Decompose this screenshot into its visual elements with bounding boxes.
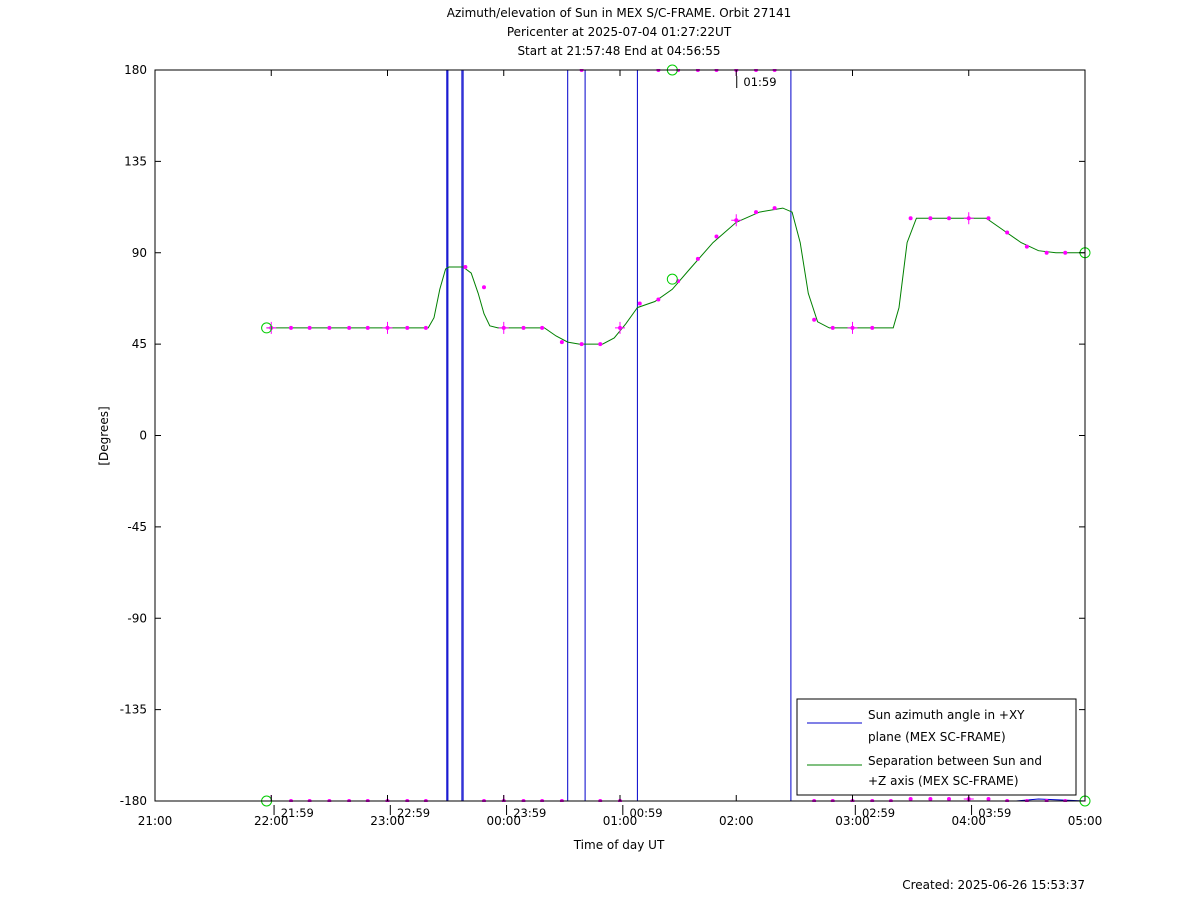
hour-cross-5 bbox=[847, 321, 858, 334]
annotation-label-3: 00:59 bbox=[626, 806, 663, 820]
legend-label-azimuth-line2: plane (MEX SC-FRAME) bbox=[868, 730, 1006, 744]
x-tick-label-0: 21:00 bbox=[138, 814, 173, 828]
annotation-label-2: 23:59 bbox=[510, 806, 547, 820]
data-point-9 bbox=[463, 264, 468, 269]
data-point-16 bbox=[598, 342, 603, 347]
data-point-69 bbox=[946, 796, 951, 801]
data-point-2 bbox=[307, 325, 312, 330]
plot-frame bbox=[154, 69, 1086, 802]
data-point-25 bbox=[772, 206, 777, 211]
annotation-label-5: 02:59 bbox=[858, 806, 895, 820]
hour-cross-3 bbox=[615, 321, 625, 334]
y-tick-label-7: -135 bbox=[120, 703, 147, 717]
data-point-21 bbox=[695, 256, 700, 261]
data-point-8 bbox=[423, 325, 428, 330]
x-tick-label-7: 04:00 bbox=[951, 814, 986, 828]
y-tick-label-5: -45 bbox=[127, 520, 147, 534]
hour-cross-6 bbox=[963, 212, 974, 225]
data-point-1 bbox=[289, 325, 294, 330]
hour-cross-2 bbox=[498, 321, 509, 334]
y-tick-label-0: 180 bbox=[124, 63, 147, 77]
axes: 21:00 22:00 23:00 00:00 01:00 02:00 03:00 04:00… bbox=[120, 63, 1103, 828]
chart-subtitle-pericenter: Pericenter at 2025-07-04 01:27:22UT bbox=[507, 25, 732, 39]
plot-area bbox=[261, 64, 1091, 807]
data-point-67 bbox=[908, 796, 913, 801]
x-axis-label: Time of day UT bbox=[573, 838, 665, 852]
data-point-35 bbox=[1005, 230, 1010, 235]
y-tick-label-8: -180 bbox=[120, 794, 147, 808]
legend: Sun azimuth angle in +XY plane (MEX SC-F… bbox=[796, 698, 1077, 796]
legend-label-azimuth-line1: Sun azimuth angle in +XY bbox=[868, 708, 1025, 722]
x-tick-label-5: 02:00 bbox=[719, 814, 754, 828]
legend-label-separation-line1: Separation between Sun and bbox=[868, 754, 1042, 768]
hour-cross-4 bbox=[731, 214, 742, 227]
data-point-27 bbox=[830, 325, 835, 330]
legend-box bbox=[796, 698, 1077, 796]
data-point-24 bbox=[754, 210, 759, 215]
data-point-10 bbox=[481, 285, 486, 290]
data-point-4 bbox=[347, 325, 352, 330]
data-point-3 bbox=[327, 325, 332, 330]
plot-inner bbox=[266, 69, 1085, 802]
chart-title: Azimuth/elevation of Sun in MEX S/C-FRAM… bbox=[447, 6, 792, 20]
annotation-label-1: 22:59 bbox=[393, 806, 430, 820]
x-tick-label-8: 05:00 bbox=[1068, 814, 1103, 828]
data-point-29 bbox=[870, 325, 875, 330]
data-point-68 bbox=[928, 796, 933, 801]
data-point-12 bbox=[521, 325, 526, 330]
series-line-1 bbox=[266, 207, 1085, 345]
x-tick-label-3: 00:00 bbox=[486, 814, 521, 828]
data-point-18 bbox=[637, 301, 642, 306]
data-point-19 bbox=[656, 297, 661, 302]
chart-subtitle-start-end: Start at 21:57:48 End at 04:56:55 bbox=[517, 44, 720, 58]
data-point-7 bbox=[405, 325, 410, 330]
data-point-32 bbox=[946, 216, 951, 221]
hour-cross-1 bbox=[382, 321, 393, 334]
annotation-label-0: 21:59 bbox=[277, 806, 314, 820]
circle-marker-0 bbox=[261, 322, 273, 334]
data-point-38 bbox=[1063, 250, 1068, 255]
y-tick-label-2: 90 bbox=[132, 246, 147, 260]
legend-label-separation-line2: +Z axis (MEX SC-FRAME) bbox=[868, 774, 1019, 788]
x-tick-label-4: 01:00 bbox=[603, 814, 638, 828]
y-tick-label-6: -90 bbox=[127, 611, 147, 625]
circle-marker-3 bbox=[666, 273, 678, 285]
annotation-label-4: 01:59 bbox=[740, 75, 777, 89]
data-point-37 bbox=[1044, 250, 1049, 255]
data-point-30 bbox=[908, 216, 913, 221]
y-tick-label-1: 135 bbox=[124, 154, 147, 168]
data-point-13 bbox=[540, 325, 545, 330]
y-tick-label-3: 45 bbox=[132, 337, 147, 351]
created-timestamp: Created: 2025-06-26 15:53:37 bbox=[902, 878, 1085, 892]
data-point-15 bbox=[579, 342, 584, 347]
data-point-5 bbox=[365, 325, 370, 330]
y-axis-label: [Degrees] bbox=[97, 406, 111, 465]
data-point-31 bbox=[928, 216, 933, 221]
annotation-label-6: 03:59 bbox=[975, 806, 1012, 820]
x-tick-label-6: 03:00 bbox=[835, 814, 870, 828]
x-tick-label-2: 23:00 bbox=[370, 814, 405, 828]
series-line-0 bbox=[266, 69, 1085, 802]
data-point-14 bbox=[559, 340, 564, 345]
data-point-36 bbox=[1024, 244, 1029, 249]
data-point-22 bbox=[714, 234, 719, 239]
data-point-26 bbox=[812, 317, 817, 322]
data-point-71 bbox=[986, 796, 991, 801]
x-tick-label-1: 22:00 bbox=[254, 814, 289, 828]
data-point-34 bbox=[986, 216, 991, 221]
y-tick-label-4: 0 bbox=[139, 429, 147, 443]
